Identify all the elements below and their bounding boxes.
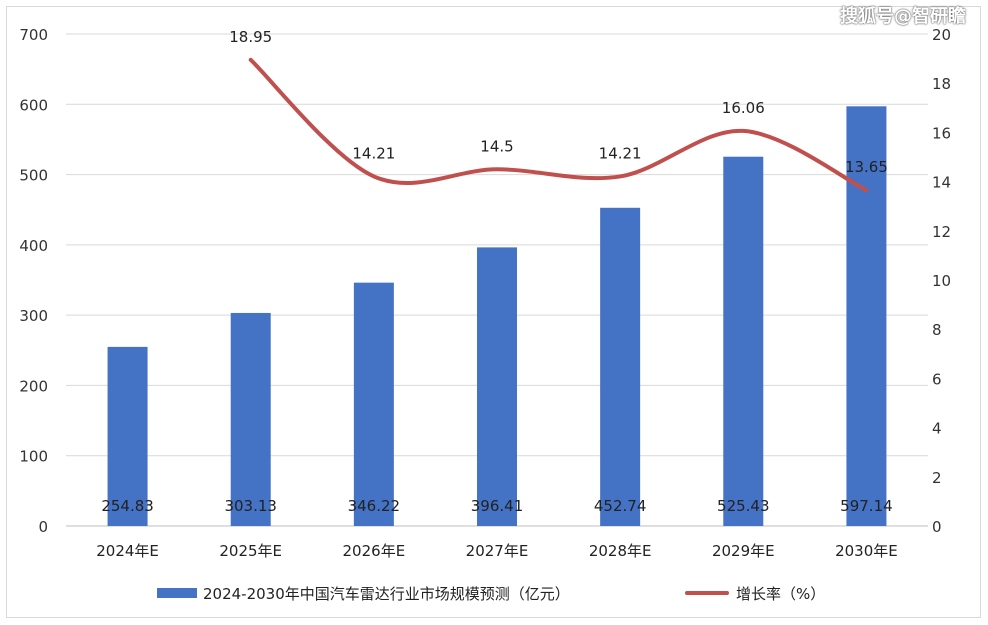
bar — [723, 156, 764, 527]
growth-line — [248, 57, 869, 193]
bar — [477, 247, 517, 526]
left-tick-label: 500 — [19, 167, 48, 185]
legend-bar-label: 2024-2030年中国汽车雷达行业市场规模预测（亿元） — [203, 585, 570, 603]
category-labels: 2024年E 2025年E 2026年E 2027年E 2028年E 2029年E 2030… — [96, 542, 898, 560]
growth-line-series — [248, 57, 869, 193]
right-tick-label: 0 — [932, 518, 942, 536]
legend-bar-swatch — [157, 588, 197, 598]
left-tick-label: 600 — [19, 96, 48, 114]
legend-line-swatch — [685, 591, 729, 595]
bar-data-label: 597.14 — [840, 497, 893, 515]
bar-data-label: 303.13 — [224, 497, 277, 515]
category-label: 2025年E — [219, 542, 282, 560]
left-tick-label: 0 — [38, 518, 48, 536]
right-tick-label: 8 — [932, 321, 942, 339]
right-tick-label: 4 — [932, 420, 942, 438]
legend-line-label: 增长率（%） — [736, 585, 826, 603]
right-tick-label: 2 — [932, 469, 942, 487]
category-label: 2026年E — [343, 542, 406, 560]
category-label: 2029年E — [712, 542, 775, 560]
right-tick-label: 20 — [932, 26, 951, 44]
bar — [846, 106, 887, 526]
line-data-label: 16.06 — [722, 99, 765, 117]
bar-data-label: 396.41 — [471, 497, 524, 515]
right-tick-label: 10 — [932, 272, 951, 290]
right-tick-label: 14 — [932, 174, 951, 192]
category-label: 2024年E — [96, 542, 159, 560]
left-tick-label: 300 — [19, 307, 48, 325]
line-data-labels: 18.95 14.21 14.5 14.21 16.06 13.65 — [229, 28, 888, 176]
line-data-label: 13.65 — [845, 158, 888, 176]
bar — [230, 312, 271, 526]
category-label: 2030年E — [835, 542, 898, 560]
bar-data-labels: 254.83 303.13 346.22 396.41 452.74 525.43 597.… — [101, 497, 892, 515]
bar-data-label: 254.83 — [101, 497, 154, 515]
bar-data-label: 452.74 — [594, 497, 647, 515]
right-tick-label: 18 — [932, 75, 951, 93]
left-axis-ticks: 0 100 200 300 400 500 600 700 — [19, 26, 48, 536]
line-data-label: 14.21 — [352, 144, 395, 162]
right-tick-label: 12 — [932, 223, 951, 241]
bar — [107, 346, 148, 526]
bar — [600, 207, 641, 526]
right-tick-label: 6 — [932, 370, 942, 388]
left-tick-label: 100 — [19, 448, 48, 466]
right-axis-ticks: 0 2 4 6 8 10 12 14 16 18 20 — [932, 26, 951, 536]
left-tick-label: 700 — [19, 26, 48, 44]
category-label: 2027年E — [466, 542, 529, 560]
bar — [353, 282, 394, 526]
bar-series — [107, 106, 887, 527]
category-label: 2028年E — [589, 542, 652, 560]
left-tick-label: 200 — [19, 377, 48, 395]
right-tick-label: 16 — [932, 124, 951, 142]
watermark: 搜狐号@智研瞻 — [840, 6, 966, 27]
left-tick-label: 400 — [19, 237, 48, 255]
line-data-label: 14.21 — [599, 144, 642, 162]
line-data-label: 14.5 — [480, 137, 513, 155]
bar-data-label: 525.43 — [717, 497, 770, 515]
line-data-label: 18.95 — [229, 28, 272, 46]
bar-data-label: 346.22 — [348, 497, 401, 515]
